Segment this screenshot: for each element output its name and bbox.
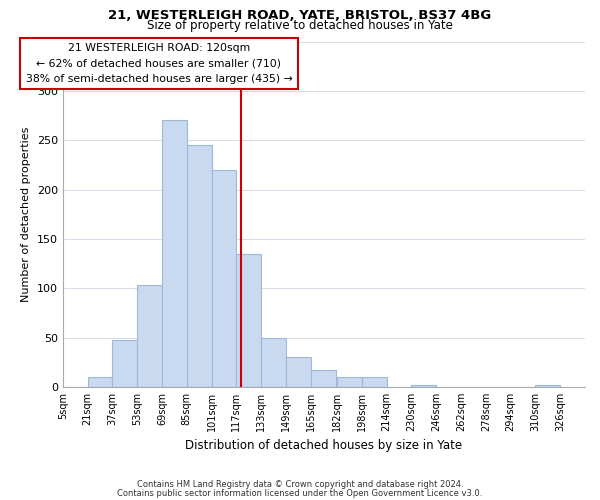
Bar [311,370,335,387]
Y-axis label: Number of detached properties: Number of detached properties [21,126,31,302]
Bar [286,358,311,387]
Text: Contains public sector information licensed under the Open Government Licence v3: Contains public sector information licen… [118,488,482,498]
Bar [362,377,386,387]
Bar [412,385,436,387]
Text: Contains HM Land Registry data © Crown copyright and database right 2024.: Contains HM Land Registry data © Crown c… [137,480,463,489]
Text: Size of property relative to detached houses in Yate: Size of property relative to detached ho… [147,18,453,32]
X-axis label: Distribution of detached houses by size in Yate: Distribution of detached houses by size … [185,440,463,452]
Bar [212,170,236,387]
Bar [137,286,162,387]
Bar [261,338,286,387]
Bar [162,120,187,387]
Bar [236,254,261,387]
Text: 21, WESTERLEIGH ROAD, YATE, BRISTOL, BS37 4BG: 21, WESTERLEIGH ROAD, YATE, BRISTOL, BS3… [109,9,491,22]
Bar [112,340,137,387]
Bar [187,145,212,387]
Bar [88,377,112,387]
Bar [535,385,560,387]
Bar [337,377,362,387]
Text: 21 WESTERLEIGH ROAD: 120sqm
← 62% of detached houses are smaller (710)
38% of se: 21 WESTERLEIGH ROAD: 120sqm ← 62% of det… [26,44,292,84]
